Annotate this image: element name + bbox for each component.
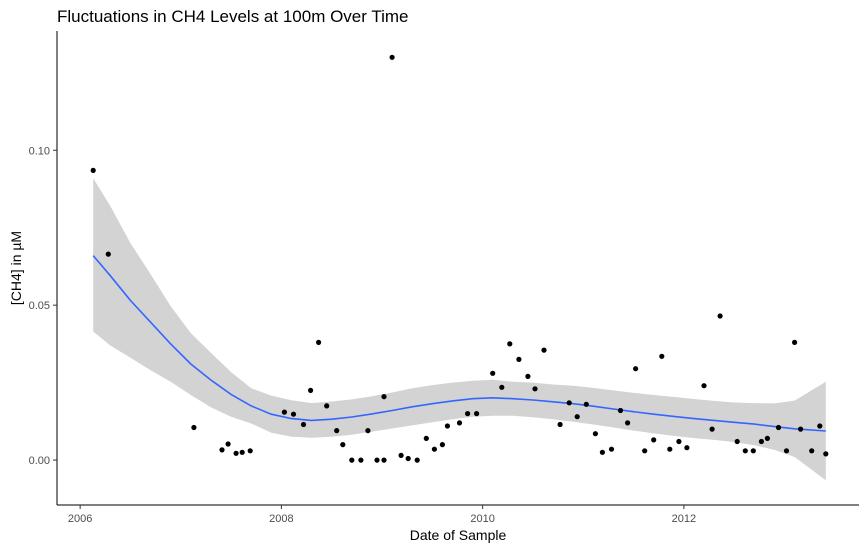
data-point xyxy=(105,251,111,257)
data-points-layer xyxy=(90,54,829,463)
x-tick-label: 2012 xyxy=(672,513,696,525)
data-point xyxy=(431,446,437,452)
x-axis-title: Date of Sample xyxy=(410,527,507,543)
data-point xyxy=(389,54,395,60)
data-point xyxy=(316,339,322,345)
data-point xyxy=(817,423,823,429)
data-point xyxy=(365,428,371,434)
data-point xyxy=(516,356,522,362)
data-point xyxy=(792,339,798,345)
data-point xyxy=(809,448,815,454)
data-point xyxy=(823,451,829,457)
data-point xyxy=(300,421,307,428)
data-point xyxy=(233,450,239,456)
data-point xyxy=(798,426,804,432)
chart-title: Fluctuations in CH4 Levels at 100m Over … xyxy=(57,7,408,26)
data-point xyxy=(239,449,245,455)
data-point xyxy=(775,424,782,431)
data-point xyxy=(764,435,771,441)
data-point xyxy=(557,421,563,428)
data-point xyxy=(225,441,231,447)
data-point xyxy=(414,457,420,463)
data-point xyxy=(374,457,380,463)
data-point xyxy=(532,386,538,392)
data-point xyxy=(583,401,589,407)
data-point xyxy=(334,428,340,434)
data-point xyxy=(456,420,463,426)
data-point xyxy=(247,448,253,454)
data-point xyxy=(625,420,631,426)
data-point xyxy=(507,341,513,347)
x-tick-label: 2008 xyxy=(269,513,293,525)
data-point xyxy=(423,435,429,441)
data-point xyxy=(381,457,387,463)
data-point xyxy=(381,394,387,400)
data-point xyxy=(608,446,615,452)
data-point xyxy=(405,455,411,462)
confidence-band-layer xyxy=(93,178,826,481)
data-point xyxy=(358,457,364,463)
data-point xyxy=(659,353,665,359)
data-point xyxy=(290,411,297,417)
data-point xyxy=(90,167,96,173)
y-axis-title: [CH4] in µM xyxy=(8,231,24,305)
data-point xyxy=(324,403,330,409)
data-point xyxy=(717,313,723,319)
x-tick-label: 2010 xyxy=(470,513,494,525)
data-point xyxy=(574,414,580,420)
data-point xyxy=(642,448,648,454)
y-axis-ticks: 0.00 0.05 0.10 xyxy=(29,145,57,467)
data-point xyxy=(465,411,471,417)
data-point xyxy=(191,424,197,431)
data-point xyxy=(541,347,547,353)
data-point xyxy=(734,438,740,445)
data-point xyxy=(599,449,606,455)
data-point xyxy=(566,400,572,406)
y-tick-label: 0.10 xyxy=(29,145,50,157)
y-tick-label: 0.05 xyxy=(29,300,50,312)
data-point xyxy=(308,387,314,393)
data-point xyxy=(651,437,657,443)
x-tick-label: 2006 xyxy=(68,513,92,525)
data-point xyxy=(474,411,480,417)
data-point xyxy=(444,423,450,429)
data-point xyxy=(349,457,355,463)
data-point xyxy=(684,445,690,451)
trend-line xyxy=(92,255,826,432)
data-point xyxy=(701,383,707,389)
trend-line-layer xyxy=(92,255,826,432)
data-point xyxy=(758,438,765,445)
y-tick-label: 0.00 xyxy=(29,455,50,467)
data-point xyxy=(219,447,225,453)
x-axis-ticks: 2006 2008 2010 2012 xyxy=(68,505,696,525)
data-point xyxy=(617,407,624,414)
data-point xyxy=(633,366,639,372)
data-point xyxy=(281,409,287,415)
data-point xyxy=(750,448,756,454)
data-point xyxy=(525,373,531,379)
data-point xyxy=(499,384,505,390)
data-point xyxy=(783,448,790,454)
confidence-band xyxy=(93,178,826,481)
data-point xyxy=(398,452,404,458)
data-point xyxy=(340,442,346,448)
data-point xyxy=(676,438,682,445)
data-point xyxy=(490,370,496,376)
data-point xyxy=(667,446,673,452)
data-point xyxy=(709,426,715,432)
data-point xyxy=(742,448,748,454)
data-point xyxy=(439,442,445,448)
data-point xyxy=(592,431,599,437)
